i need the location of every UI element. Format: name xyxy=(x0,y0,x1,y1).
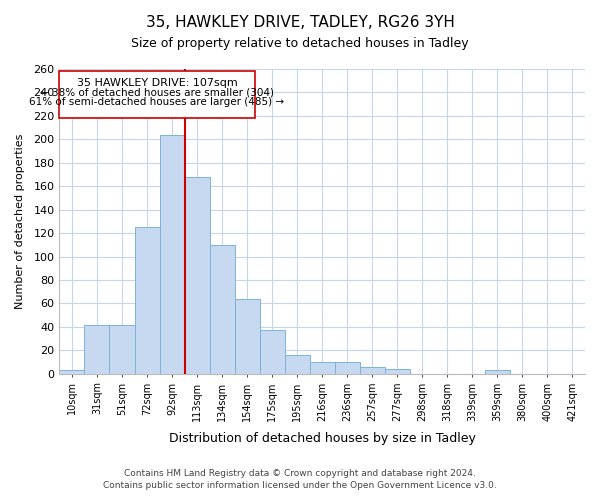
Bar xyxy=(260,330,284,374)
Bar xyxy=(109,324,134,374)
Text: Contains HM Land Registry data © Crown copyright and database right 2024.
Contai: Contains HM Land Registry data © Crown c… xyxy=(103,468,497,490)
Text: 61% of semi-detached houses are larger (485) →: 61% of semi-detached houses are larger (… xyxy=(29,97,284,107)
Bar xyxy=(485,370,510,374)
Bar xyxy=(310,362,335,374)
Text: 35 HAWKLEY DRIVE: 107sqm: 35 HAWKLEY DRIVE: 107sqm xyxy=(77,78,238,88)
FancyBboxPatch shape xyxy=(59,72,254,118)
Bar xyxy=(185,177,209,374)
Bar xyxy=(160,134,185,374)
Text: Size of property relative to detached houses in Tadley: Size of property relative to detached ho… xyxy=(131,38,469,51)
Bar xyxy=(335,362,360,374)
Bar xyxy=(385,369,410,374)
Bar xyxy=(59,370,85,374)
Bar xyxy=(209,245,235,374)
Bar xyxy=(360,366,385,374)
Text: ← 38% of detached houses are smaller (304): ← 38% of detached houses are smaller (30… xyxy=(40,88,274,98)
Bar xyxy=(134,227,160,374)
Y-axis label: Number of detached properties: Number of detached properties xyxy=(15,134,25,309)
X-axis label: Distribution of detached houses by size in Tadley: Distribution of detached houses by size … xyxy=(169,432,476,445)
Bar xyxy=(85,324,109,374)
Text: 35, HAWKLEY DRIVE, TADLEY, RG26 3YH: 35, HAWKLEY DRIVE, TADLEY, RG26 3YH xyxy=(146,15,454,30)
Bar xyxy=(235,298,260,374)
Bar xyxy=(284,355,310,374)
